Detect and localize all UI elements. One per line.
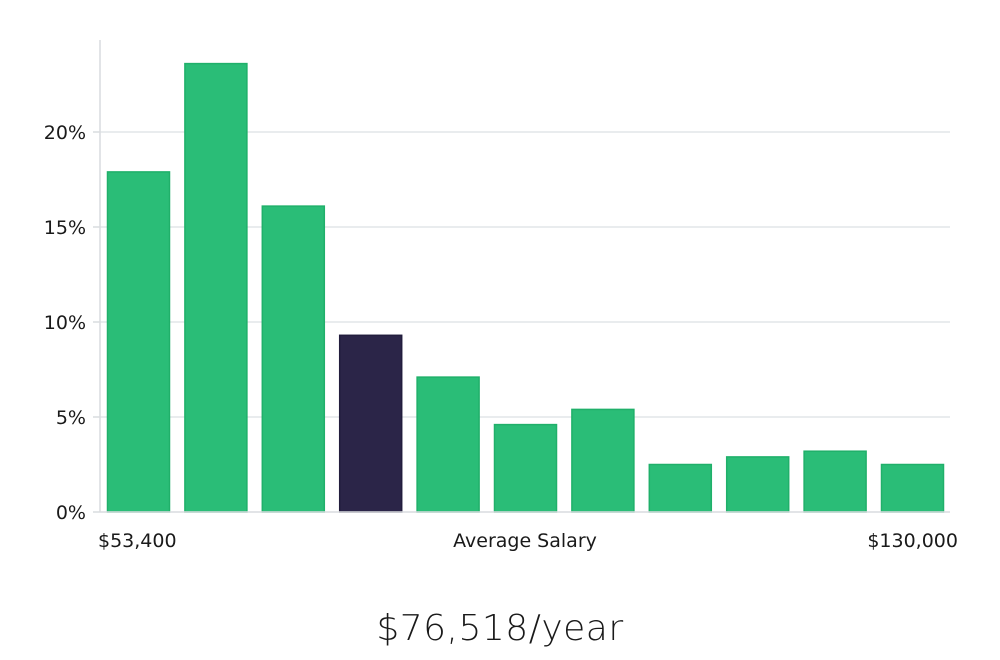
y-tick-label: 20% [44,122,86,144]
bar [106,171,171,513]
x-axis-min-label: $53,400 [98,530,177,552]
bar [648,463,713,513]
y-tick-label: 10% [44,312,86,334]
y-tick-label: 5% [56,407,86,429]
y-tick-label: 0% [56,502,86,524]
bar [416,376,480,513]
average-salary-value: $76,518/year [376,608,624,649]
bar [493,423,558,513]
bar [803,450,867,513]
bar [725,456,790,513]
bar [261,205,326,513]
x-axis-max-label: $130,000 [867,530,958,552]
bars [106,62,945,513]
x-axis-title: Average Salary [453,530,597,552]
y-axis-ticks: 0% 5% 10% 15% 20% [44,122,100,524]
y-tick-label: 15% [44,217,86,239]
bar [184,62,248,513]
bar-highlighted [338,334,403,513]
bar [880,463,945,513]
bar [571,408,635,513]
